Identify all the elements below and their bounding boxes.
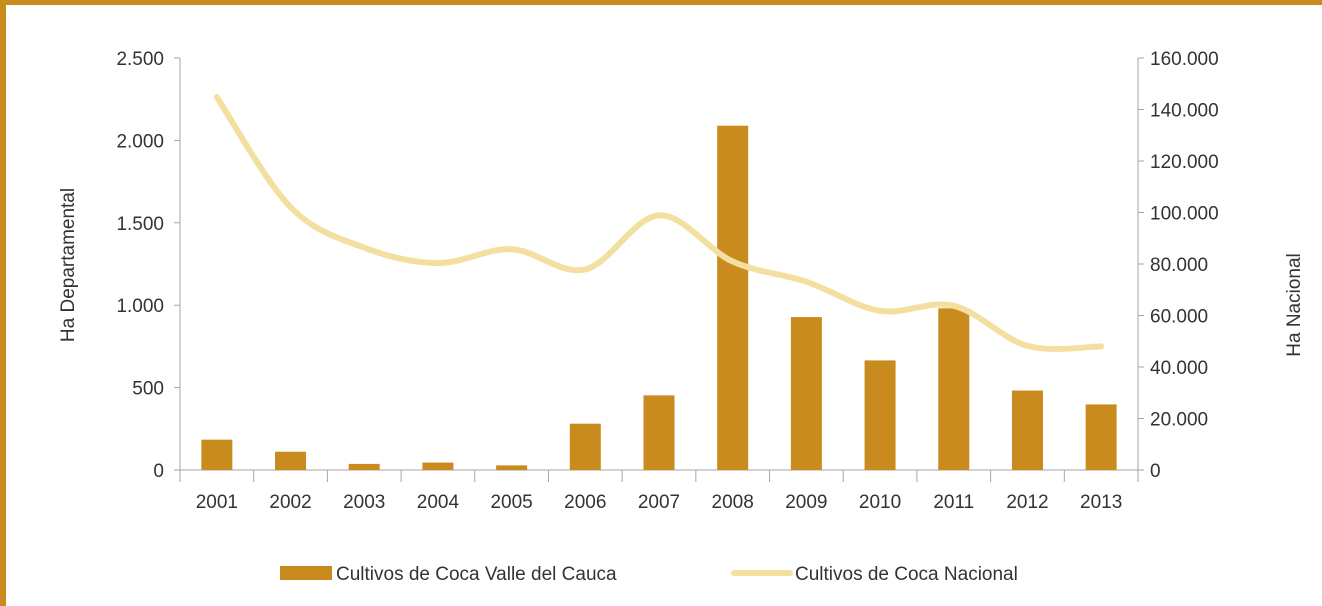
y2-tick-label: 60.000 — [1150, 307, 1208, 328]
y2-tick-label: 40.000 — [1150, 358, 1208, 379]
x-tick-label: 2012 — [1006, 492, 1048, 513]
bar-2004 — [422, 462, 454, 470]
line-series — [213, 94, 1105, 353]
bar-2003 — [348, 463, 380, 470]
y2-tick-label: 80.000 — [1150, 255, 1208, 276]
bar-2006 — [569, 423, 601, 470]
x-tick-label: 2003 — [343, 492, 385, 513]
x-tick-label: 2001 — [196, 492, 238, 513]
x-tick-label: 2007 — [638, 492, 680, 513]
line-nacional — [213, 94, 1105, 353]
legend-swatch-bar — [280, 566, 332, 580]
y2-tick-label: 20.000 — [1150, 410, 1208, 431]
x-tick-label: 2011 — [933, 492, 974, 513]
bar-2012 — [1011, 390, 1043, 470]
x-tick-label: 2010 — [859, 492, 901, 513]
y-axis-title: Ha Departamental — [58, 188, 79, 342]
bar-2005 — [496, 465, 528, 470]
y2-tick-label: 100.000 — [1150, 204, 1219, 225]
bar-2008 — [717, 125, 749, 471]
x-tick-label: 2009 — [785, 492, 827, 513]
legend: Cultivos de Coca Valle del Cauca Cultivo… — [280, 564, 1018, 585]
x-tick-label: 2005 — [490, 492, 532, 513]
y2-tick-label: 120.000 — [1150, 152, 1219, 173]
legend-label-bar: Cultivos de Coca Valle del Cauca — [336, 564, 617, 585]
tick-labels: 0 500 1.000 1.500 2.000 2.500 0 20.000 40.000 60.… — [116, 49, 1218, 513]
bar-2001 — [201, 439, 233, 470]
bar-2009 — [790, 317, 822, 470]
y2-tick-label: 0 — [1150, 461, 1161, 482]
x-tick-label: 2008 — [712, 492, 754, 513]
bar-series — [201, 125, 1117, 471]
bar-2002 — [275, 451, 307, 470]
y-tick-label: 500 — [132, 379, 164, 400]
bar-2010 — [864, 360, 896, 470]
y2-tick-label: 160.000 — [1150, 49, 1219, 70]
legend-label-line: Cultivos de Coca Nacional — [795, 564, 1018, 585]
y-tick-label: 1.500 — [116, 214, 164, 235]
y2-tick-label: 140.000 — [1150, 101, 1219, 122]
x-tick-label: 2002 — [269, 492, 311, 513]
y-tick-label: 2.000 — [116, 131, 164, 152]
bar-2011 — [938, 308, 970, 470]
bar-2013 — [1085, 404, 1117, 470]
y-tick-label: 0 — [153, 461, 164, 482]
bar-2007 — [643, 395, 675, 470]
y2-axis-title: Ha Nacional — [1284, 253, 1305, 357]
y-tick-label: 1.000 — [116, 296, 164, 317]
x-tick-label: 2006 — [564, 492, 606, 513]
y-tick-label: 2.500 — [116, 49, 164, 70]
x-tick-label: 2004 — [417, 492, 460, 513]
x-tick-label: 2013 — [1080, 492, 1122, 513]
